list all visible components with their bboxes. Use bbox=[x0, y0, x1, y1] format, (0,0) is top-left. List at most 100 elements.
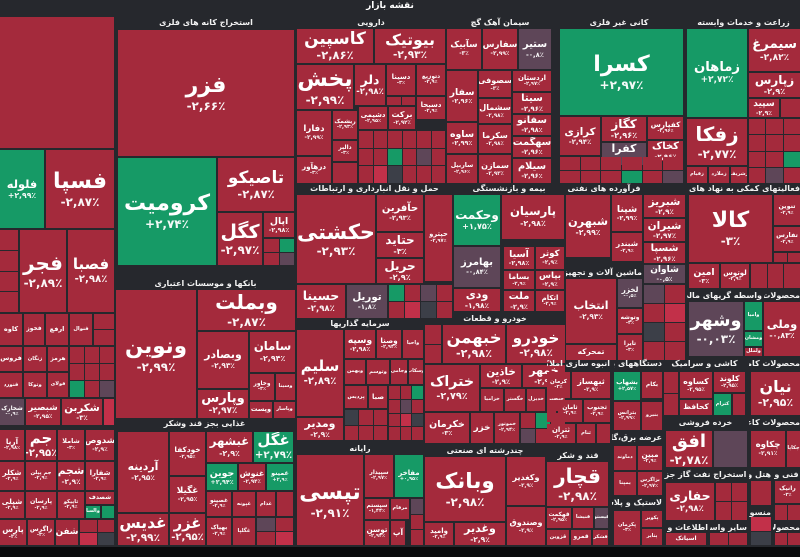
stock-tile-small[interactable] bbox=[412, 399, 423, 413]
stock-tile-وپاسار[interactable]: وپاسار bbox=[274, 402, 295, 418]
stock-tile-small[interactable] bbox=[644, 285, 664, 303]
stock-tile-حکشتی[interactable]: حکشتی -۲,۹۳٪ bbox=[297, 195, 375, 283]
stock-tile-small[interactable] bbox=[644, 342, 664, 360]
stock-tile-small[interactable] bbox=[402, 131, 416, 148]
stock-tile-سیستم[interactable]: سیستم -۱,۴۴٪ bbox=[365, 499, 389, 519]
stock-tile-دسینا[interactable]: دسینا -۳٪ bbox=[387, 65, 415, 95]
stock-tile-وبانک[interactable]: وبانک -۲,۹۸٪ bbox=[425, 457, 505, 521]
stock-tile-small[interactable] bbox=[437, 285, 452, 301]
stock-tile-small[interactable] bbox=[402, 148, 416, 166]
stock-tile-small[interactable] bbox=[264, 252, 279, 265]
stock-tile-small[interactable] bbox=[417, 166, 431, 183]
stock-tile-خودرو[interactable]: خودرو -۲,۹۸٪ bbox=[507, 325, 565, 363]
stock-tile-فلوله[interactable]: فلوله +۲,۹۹٪ bbox=[0, 150, 44, 228]
stock-tile-small[interactable] bbox=[601, 157, 621, 170]
stock-tile-فسپا[interactable]: فسپا -۲,۸۷٪ bbox=[46, 150, 114, 228]
stock-tile-small[interactable] bbox=[80, 533, 97, 545]
stock-tile-فزر[interactable]: فزر -۲,۶۶٪ bbox=[118, 30, 294, 156]
stock-tile-ولملل[interactable]: ولملل bbox=[745, 348, 762, 356]
stock-tile-small[interactable] bbox=[400, 399, 412, 413]
stock-tile-تایرا[interactable]: تایرا -۳٪ bbox=[618, 335, 642, 360]
stock-tile-small[interactable] bbox=[521, 428, 535, 443]
stock-tile-small[interactable] bbox=[644, 323, 664, 341]
stock-tile-شدوص[interactable]: شدوص -۲,۹٪ bbox=[86, 430, 114, 460]
stock-tile-small[interactable] bbox=[100, 347, 114, 363]
stock-tile-کاسپین[interactable]: کاسپین -۲,۸۶٪ bbox=[297, 29, 373, 63]
stock-tile-زفکا[interactable]: زفکا -۲,۷۷٪ bbox=[687, 119, 747, 165]
stock-tile-small[interactable] bbox=[388, 148, 402, 166]
stock-tile-سشمال[interactable]: سشمال -۲,۹۸٪ bbox=[479, 99, 511, 123]
stock-tile-انتخاب[interactable]: انتخاب -۲,۹۳٪ bbox=[566, 279, 616, 343]
stock-tile-لخزر[interactable]: لخزر -۰,۵٪ bbox=[618, 279, 642, 307]
stock-tile-آردینه[interactable]: آردینه -۲,۹۵٪ bbox=[118, 432, 168, 512]
stock-tile-small[interactable] bbox=[787, 253, 800, 262]
stock-tile-small[interactable] bbox=[732, 483, 747, 501]
stock-tile-small[interactable] bbox=[749, 119, 766, 135]
stock-tile-وخاور[interactable]: وخاور -۳٪ bbox=[250, 374, 274, 400]
stock-tile-small[interactable] bbox=[0, 250, 18, 271]
stock-tile-جم پیلن[interactable]: جم پیلن -۲,۹٪ bbox=[26, 462, 56, 490]
stock-tile-شاوان[interactable]: شاوان -۰,۵٪ bbox=[644, 265, 685, 283]
stock-tile-حسینا[interactable]: حسینا -۲,۹۸٪ bbox=[297, 285, 345, 318]
stock-tile-بنیرو[interactable]: بنیرو bbox=[642, 402, 662, 430]
stock-tile-کگل[interactable]: کگل -۲,۹۷٪ bbox=[218, 213, 262, 265]
stock-tile-small[interactable] bbox=[521, 413, 535, 428]
stock-tile-حفاری[interactable]: حفاری -۲,۹۸٪ bbox=[666, 483, 714, 520]
stock-tile-جوین[interactable]: جوین +۲,۹۴٪ bbox=[207, 464, 237, 490]
stock-tile-small[interactable] bbox=[766, 119, 783, 135]
stock-tile-small[interactable] bbox=[710, 533, 728, 545]
stock-tile-سیلام[interactable]: سیلام -۲,۹۶٪ bbox=[513, 159, 551, 183]
stock-tile-small[interactable] bbox=[359, 148, 373, 166]
stock-tile-small[interactable] bbox=[345, 410, 359, 425]
stock-tile-خکرمان[interactable]: خکرمان -۳٪ bbox=[425, 413, 469, 443]
stock-tile-وسپه[interactable]: وسپه -۲,۹۸٪ bbox=[345, 330, 375, 358]
stock-tile-ارفع[interactable]: ارفع bbox=[46, 314, 68, 345]
stock-tile-مرقام[interactable]: مرقام bbox=[391, 499, 409, 519]
stock-tile-وپست[interactable]: وپست bbox=[250, 402, 272, 418]
stock-tile-اتکام[interactable]: اتکام -۲,۹٪ bbox=[536, 291, 564, 311]
stock-tile-small[interactable] bbox=[665, 285, 685, 303]
stock-tile-small[interactable] bbox=[783, 135, 800, 151]
stock-tile-صبا[interactable]: صبا bbox=[369, 386, 387, 408]
stock-tile-کفپارس[interactable]: کفپارس -۲,۹۶٪ bbox=[648, 117, 683, 139]
stock-tile-زشریف[interactable]: زشریف bbox=[731, 167, 747, 183]
stock-tile-پتایر[interactable]: پتایر bbox=[642, 529, 662, 545]
stock-tile-پارس[interactable]: پارس -۳٪ bbox=[0, 520, 26, 545]
stock-tile-وسینا[interactable]: وسینا bbox=[276, 374, 295, 400]
stock-tile-small[interactable] bbox=[642, 157, 663, 170]
stock-tile-کوثر[interactable]: کوثر -۲,۹٪ bbox=[536, 247, 564, 269]
stock-tile-small[interactable] bbox=[716, 483, 731, 501]
stock-tile-فولای[interactable]: فولای bbox=[48, 373, 68, 397]
stock-tile-لوتوس[interactable]: لوتوس -۲,۹٪ bbox=[721, 264, 749, 288]
stock-tile-small[interactable] bbox=[425, 325, 441, 344]
stock-tile-small[interactable] bbox=[400, 427, 412, 440]
stock-tile-small[interactable] bbox=[97, 520, 114, 532]
stock-tile-دفارا[interactable]: دفارا -۲,۹۹٪ bbox=[297, 111, 331, 155]
stock-tile-small[interactable] bbox=[560, 157, 580, 170]
stock-tile-سمازن[interactable]: سمازن -۲,۹۳٪ bbox=[479, 155, 511, 183]
stock-tile-فروس[interactable]: فروس bbox=[0, 347, 22, 371]
stock-tile-وحکمت[interactable]: وحکمت +۱,۷۵٪ bbox=[454, 195, 500, 245]
stock-tile-small[interactable] bbox=[277, 492, 293, 516]
stock-tile-small[interactable] bbox=[560, 170, 580, 183]
stock-tile-وتوشه[interactable]: وتوشه -۳٪ bbox=[618, 309, 642, 333]
stock-tile-وشهر[interactable]: وشهر -۰,۰۳٪ bbox=[689, 302, 743, 356]
stock-tile-نیان[interactable]: نیان -۲,۹۵٪ bbox=[751, 372, 800, 415]
stock-tile-غزر[interactable]: غزر -۲,۹۵٪ bbox=[170, 514, 205, 545]
stock-tile-small[interactable] bbox=[257, 532, 275, 545]
stock-tile-پخش[interactable]: پخش -۲,۹۹٪ bbox=[297, 65, 353, 109]
stock-tile-کساوه[interactable]: کساوه -۲,۹۵٪ bbox=[680, 372, 712, 398]
stock-tile-small[interactable] bbox=[401, 97, 415, 105]
stock-tile-هرمز[interactable]: هرمز bbox=[48, 347, 68, 371]
stock-tile-کگاز[interactable]: کگاز -۲,۹۶٪ bbox=[602, 117, 646, 141]
stock-tile-وامید[interactable]: وامید -۲,۹٪ bbox=[425, 523, 453, 545]
stock-tile-small[interactable] bbox=[333, 163, 357, 183]
stock-tile-وسکاب[interactable]: وسکاب bbox=[409, 360, 423, 384]
stock-tile-small[interactable] bbox=[400, 386, 412, 399]
stock-tile[interactable] bbox=[751, 481, 771, 505]
stock-tile-شبریز[interactable]: شبریز -۲,۹٪ bbox=[644, 195, 685, 217]
stock-tile-خموتور[interactable]: خموتور -۲,۹۴٪ bbox=[495, 413, 519, 443]
stock-tile-small[interactable] bbox=[94, 330, 114, 345]
stock-tile-دلر[interactable]: دلر -۲,۹۸٪ bbox=[355, 65, 385, 105]
stock-tile-small[interactable] bbox=[425, 344, 441, 363]
